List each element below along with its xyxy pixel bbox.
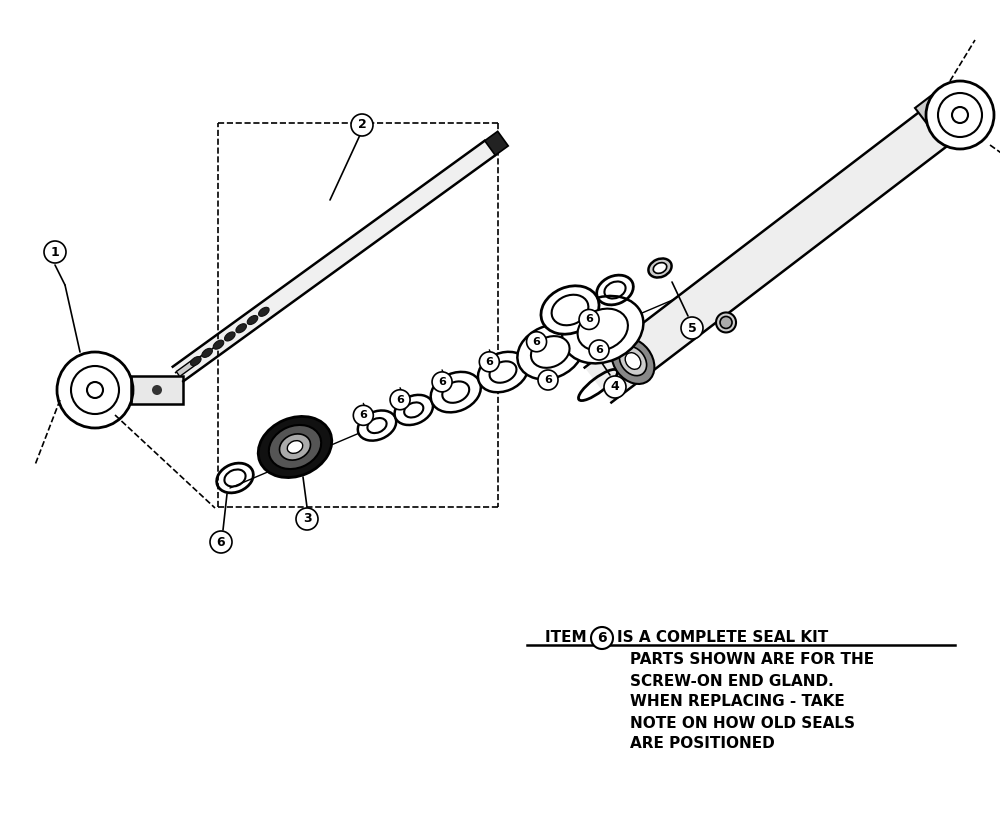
Text: 6: 6 <box>485 357 493 367</box>
Ellipse shape <box>517 325 583 379</box>
Ellipse shape <box>287 441 303 454</box>
Ellipse shape <box>442 381 469 403</box>
Text: 6: 6 <box>533 337 541 347</box>
Circle shape <box>538 370 558 390</box>
Ellipse shape <box>225 332 235 341</box>
Ellipse shape <box>578 308 628 351</box>
Bar <box>915 86 957 127</box>
Ellipse shape <box>625 353 641 370</box>
Circle shape <box>479 352 499 372</box>
Text: 6: 6 <box>585 314 593 325</box>
Text: SCREW-ON END GLAND.: SCREW-ON END GLAND. <box>630 673 834 689</box>
Circle shape <box>604 376 626 398</box>
Circle shape <box>938 93 982 137</box>
Circle shape <box>353 406 373 425</box>
Text: 5: 5 <box>688 322 696 335</box>
Circle shape <box>351 114 373 136</box>
Circle shape <box>152 385 162 395</box>
Ellipse shape <box>562 296 643 363</box>
Ellipse shape <box>191 357 201 366</box>
Ellipse shape <box>720 317 732 329</box>
Circle shape <box>390 390 410 410</box>
Ellipse shape <box>395 395 433 425</box>
Ellipse shape <box>258 416 332 477</box>
Ellipse shape <box>358 410 396 441</box>
Ellipse shape <box>478 352 528 392</box>
Circle shape <box>527 332 547 352</box>
Polygon shape <box>173 140 495 381</box>
Ellipse shape <box>269 425 321 469</box>
Ellipse shape <box>213 340 224 349</box>
Text: 3: 3 <box>303 512 311 526</box>
Circle shape <box>296 508 318 530</box>
Circle shape <box>926 81 994 149</box>
Circle shape <box>681 317 703 339</box>
Text: 6: 6 <box>544 375 552 385</box>
Text: 6: 6 <box>217 535 225 548</box>
Bar <box>131 376 183 404</box>
Text: 6: 6 <box>595 345 603 355</box>
Text: ITEM: ITEM <box>545 631 592 645</box>
Circle shape <box>579 309 599 330</box>
Text: IS A COMPLETE SEAL KIT: IS A COMPLETE SEAL KIT <box>617 631 828 645</box>
Ellipse shape <box>236 324 246 333</box>
Circle shape <box>589 340 609 360</box>
Text: 6: 6 <box>396 395 404 405</box>
Ellipse shape <box>490 361 516 383</box>
Text: 2: 2 <box>358 118 366 131</box>
Text: ARE POSITIONED: ARE POSITIONED <box>630 737 775 752</box>
Polygon shape <box>585 103 958 402</box>
Circle shape <box>952 107 968 123</box>
Text: 6: 6 <box>597 631 607 645</box>
Ellipse shape <box>404 402 423 418</box>
Ellipse shape <box>552 295 588 326</box>
Polygon shape <box>176 360 196 376</box>
Ellipse shape <box>612 338 654 384</box>
Ellipse shape <box>431 372 481 412</box>
Circle shape <box>44 241 66 263</box>
Ellipse shape <box>716 313 736 332</box>
Ellipse shape <box>653 263 667 273</box>
Ellipse shape <box>648 259 672 277</box>
Text: 6: 6 <box>438 377 446 387</box>
Text: 6: 6 <box>359 410 367 420</box>
Circle shape <box>591 627 613 649</box>
Text: 1: 1 <box>51 246 59 259</box>
Circle shape <box>210 531 232 553</box>
Ellipse shape <box>279 434 311 460</box>
Ellipse shape <box>541 286 599 335</box>
Polygon shape <box>485 131 508 155</box>
Circle shape <box>432 372 452 392</box>
Text: 4: 4 <box>611 380 619 393</box>
Circle shape <box>87 382 103 398</box>
Text: NOTE ON HOW OLD SEALS: NOTE ON HOW OLD SEALS <box>630 716 855 730</box>
Ellipse shape <box>202 348 212 357</box>
Ellipse shape <box>247 316 258 325</box>
Ellipse shape <box>259 308 269 317</box>
Ellipse shape <box>531 336 570 368</box>
Text: WHEN REPLACING - TAKE: WHEN REPLACING - TAKE <box>630 694 845 709</box>
Ellipse shape <box>367 418 387 433</box>
Ellipse shape <box>619 346 647 375</box>
Text: PARTS SHOWN ARE FOR THE: PARTS SHOWN ARE FOR THE <box>630 653 874 667</box>
